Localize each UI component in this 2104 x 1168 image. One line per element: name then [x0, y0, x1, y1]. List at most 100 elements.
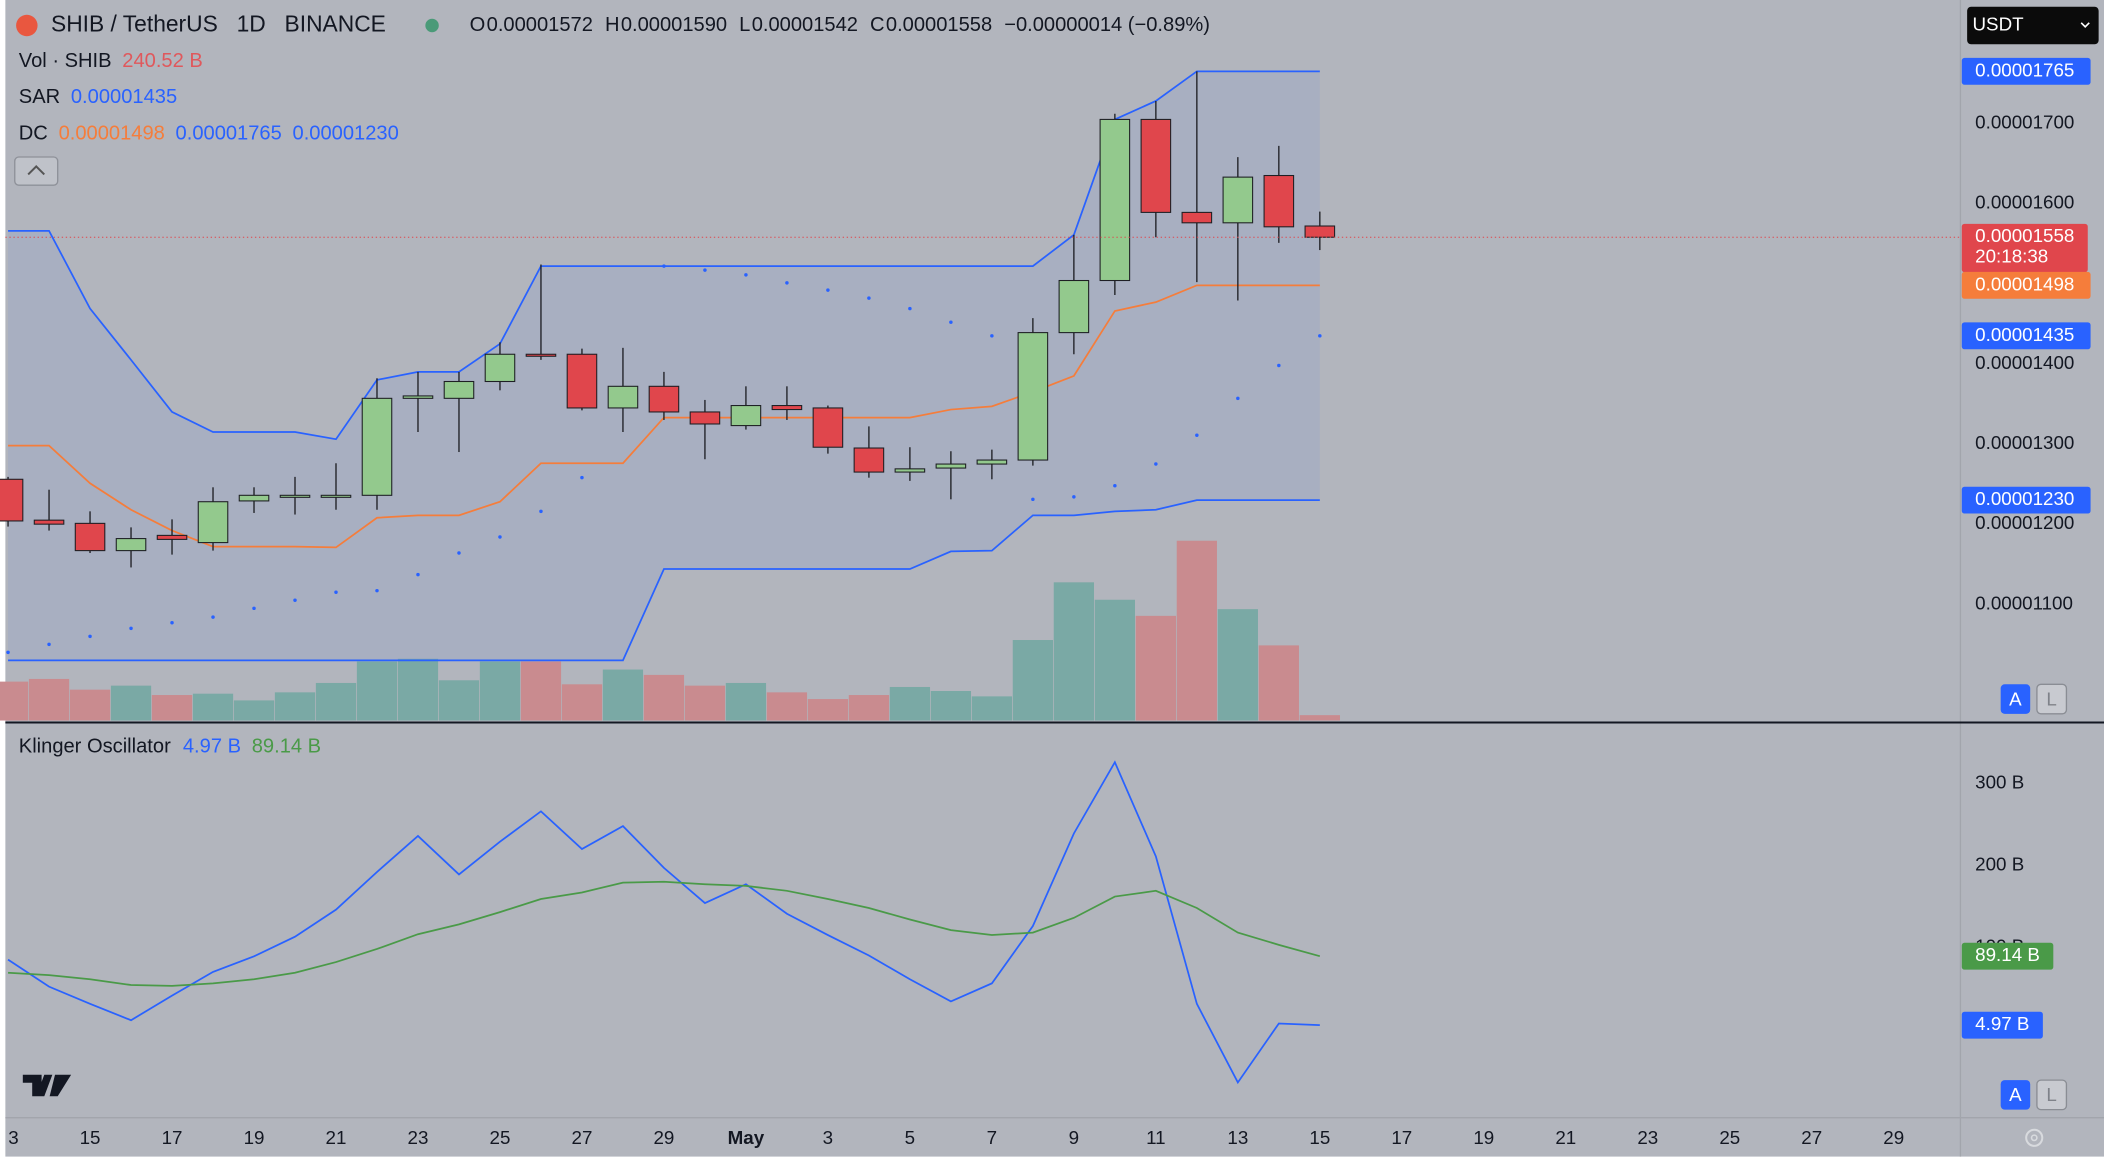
candle-body — [0, 478, 24, 522]
candle-body — [238, 494, 270, 502]
log-scale-button[interactable] — [2036, 683, 2068, 715]
legend-name: DC — [19, 122, 48, 144]
legend-value: 0.00001765 — [176, 122, 282, 144]
volume-bar — [479, 661, 521, 721]
volume-bar — [1258, 645, 1299, 721]
auto-scale-button[interactable] — [2000, 1080, 2031, 1110]
legend-value: 0.00001498 — [59, 122, 165, 144]
x-tick-label: 29 — [654, 1127, 675, 1148]
volume-bar — [971, 696, 1013, 721]
volume-bar — [1094, 599, 1135, 721]
auto-scale-button[interactable] — [2000, 684, 2031, 714]
volume-bar — [438, 680, 480, 721]
ohlc-value: 0.00001558 — [886, 14, 992, 36]
volume-bar — [356, 661, 398, 721]
candle-body — [197, 501, 229, 544]
x-tick-label: 7 — [987, 1127, 997, 1148]
candle-body — [484, 353, 516, 383]
interval: 1D — [237, 11, 266, 37]
legend-value: 0.00001230 — [293, 122, 399, 144]
collapse-button[interactable] — [14, 156, 59, 186]
x-tick-label: 11 — [1146, 1127, 1165, 1148]
sar-dot — [252, 606, 256, 611]
chart-background — [5, 0, 2104, 1157]
auto-scale-label: A — [2009, 1084, 2022, 1105]
x-tick-label: 3 — [8, 1127, 18, 1148]
candle-body — [320, 494, 352, 498]
axis-tag-label: 4.97 B — [1975, 1013, 2029, 1034]
sar-dot — [498, 535, 502, 539]
legend-value: 89.14 B — [252, 736, 321, 758]
axis-tag-label: 0.00001558 — [1975, 225, 2074, 246]
oscillator-line — [7, 760, 1320, 1085]
legend-name: SAR — [19, 86, 60, 108]
sar-dot — [1072, 495, 1076, 499]
volume-bar — [1176, 540, 1217, 721]
x-tick-label: 15 — [80, 1127, 101, 1148]
sar-dot — [416, 572, 420, 577]
axis-tag-label: 0.00001435 — [1975, 324, 2074, 345]
axis-tag-label: 0.00001498 — [1975, 273, 2074, 294]
ohlc-value: 0.00001572 — [487, 14, 593, 36]
sar-dot — [334, 590, 338, 595]
x-tick-label: 9 — [1069, 1127, 1079, 1148]
volume-bar — [889, 686, 931, 721]
ohlc-value: 0.00001542 — [752, 14, 858, 36]
axis-tag-box — [1961, 486, 2091, 514]
axis-tag: 4.97 B — [1961, 1011, 2043, 1039]
volume-bar — [807, 699, 849, 721]
candle-body — [33, 519, 65, 525]
axis-tag-box — [1961, 942, 2054, 970]
volume-bar — [315, 682, 357, 721]
axis-tag-label: 89.14 B — [1975, 944, 2040, 965]
dropdown-chevron — [2080, 22, 2090, 28]
sar-dot — [785, 281, 789, 285]
ohlc-name: C — [870, 14, 885, 36]
axis-tag-box — [1961, 322, 2091, 350]
candle-body — [853, 447, 885, 473]
volume-bar — [1012, 640, 1054, 721]
sar-dot — [867, 296, 871, 300]
candle-body — [1099, 118, 1131, 282]
volume-bar — [766, 692, 808, 721]
channel-fill — [8, 71, 1320, 661]
ohlc-name: H — [605, 14, 620, 36]
axis-tag: 0.00001765 — [1961, 57, 2091, 85]
x-tick-label: 13 — [1227, 1127, 1248, 1148]
y-tick-label: 200 B — [1975, 853, 2024, 874]
legend-value: 240.52 B — [122, 50, 203, 72]
settings-icon[interactable] — [2025, 1128, 2044, 1147]
axis-tag-box — [1961, 271, 2091, 299]
x-tick-label: 21 — [1555, 1127, 1576, 1148]
candle-body — [115, 538, 147, 552]
volume-bar — [1217, 609, 1258, 721]
currency-dropdown[interactable] — [1967, 6, 2099, 45]
exchange: BINANCE — [285, 11, 386, 37]
volume-bar — [28, 678, 70, 721]
sar-dot — [1318, 334, 1322, 338]
candle-body — [812, 407, 844, 448]
candle-body — [1058, 279, 1090, 334]
y-tick-label: 0.00001100 — [1975, 592, 2073, 613]
y-tick-label: 0.00001200 — [1975, 512, 2074, 533]
x-tick-label: 27 — [572, 1127, 593, 1148]
x-tick-label: 27 — [1801, 1127, 1822, 1148]
volume-bar — [69, 689, 111, 721]
volume-bar — [643, 674, 685, 721]
x-tick-label: 21 — [326, 1127, 347, 1148]
candle-body — [361, 397, 393, 496]
log-scale-button[interactable] — [2036, 1079, 2068, 1111]
candle-body — [648, 385, 680, 413]
volume-bar — [192, 693, 234, 721]
candle-body — [1222, 176, 1254, 224]
sar-dot — [1195, 433, 1199, 437]
sar-dot — [949, 320, 953, 324]
candle-body — [935, 463, 967, 469]
market-status — [425, 18, 439, 33]
legend-name: Klinger Oscillator — [19, 736, 171, 758]
ohlc-name: L — [739, 14, 750, 36]
volume-bar — [1135, 615, 1176, 721]
settings-icon-center — [2030, 1134, 2038, 1142]
